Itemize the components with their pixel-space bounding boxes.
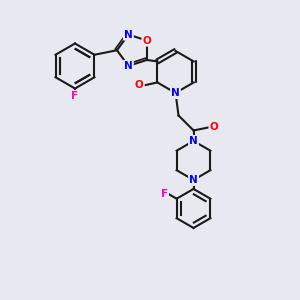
Text: O: O (142, 36, 151, 46)
Text: F: F (71, 91, 79, 101)
Text: N: N (189, 136, 198, 146)
Text: N: N (189, 175, 198, 185)
Text: N: N (124, 30, 133, 40)
Text: F: F (161, 189, 168, 199)
Text: N: N (171, 88, 180, 98)
Text: O: O (135, 80, 144, 90)
Text: O: O (209, 122, 218, 132)
Text: N: N (124, 61, 133, 71)
